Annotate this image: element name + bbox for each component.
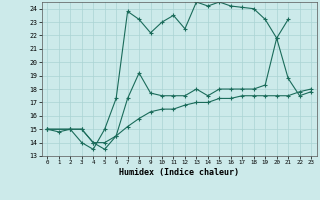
X-axis label: Humidex (Indice chaleur): Humidex (Indice chaleur)	[119, 168, 239, 177]
